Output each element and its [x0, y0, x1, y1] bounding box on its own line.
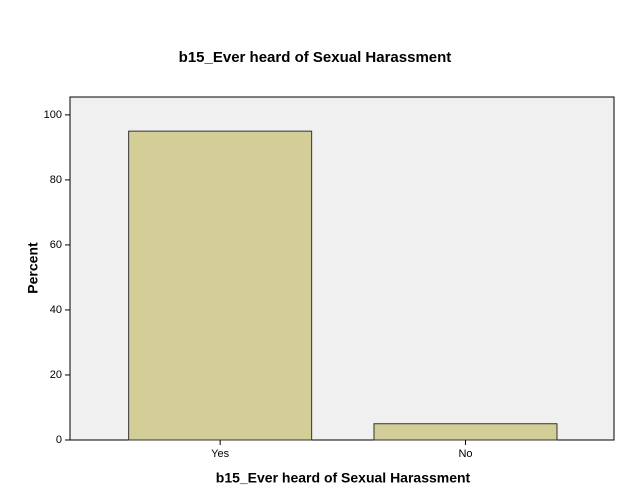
x-axis-title: b15_Ever heard of Sexual Harassment: [216, 470, 471, 486]
y-tick-label: 0: [56, 434, 62, 446]
bar: [128, 130, 313, 441]
bar: [373, 423, 558, 441]
y-tick-label: 20: [50, 369, 62, 381]
y-tick-label: 100: [44, 109, 62, 121]
chart-title: b15_Ever heard of Sexual Harassment: [179, 49, 452, 66]
y-tick-label: 40: [50, 304, 62, 316]
y-axis-title: Percent: [25, 242, 41, 294]
x-tick-label: No: [458, 448, 472, 460]
y-tick-label: 60: [50, 239, 62, 251]
x-tick-label: Yes: [211, 448, 229, 460]
y-tick-label: 80: [50, 174, 62, 186]
